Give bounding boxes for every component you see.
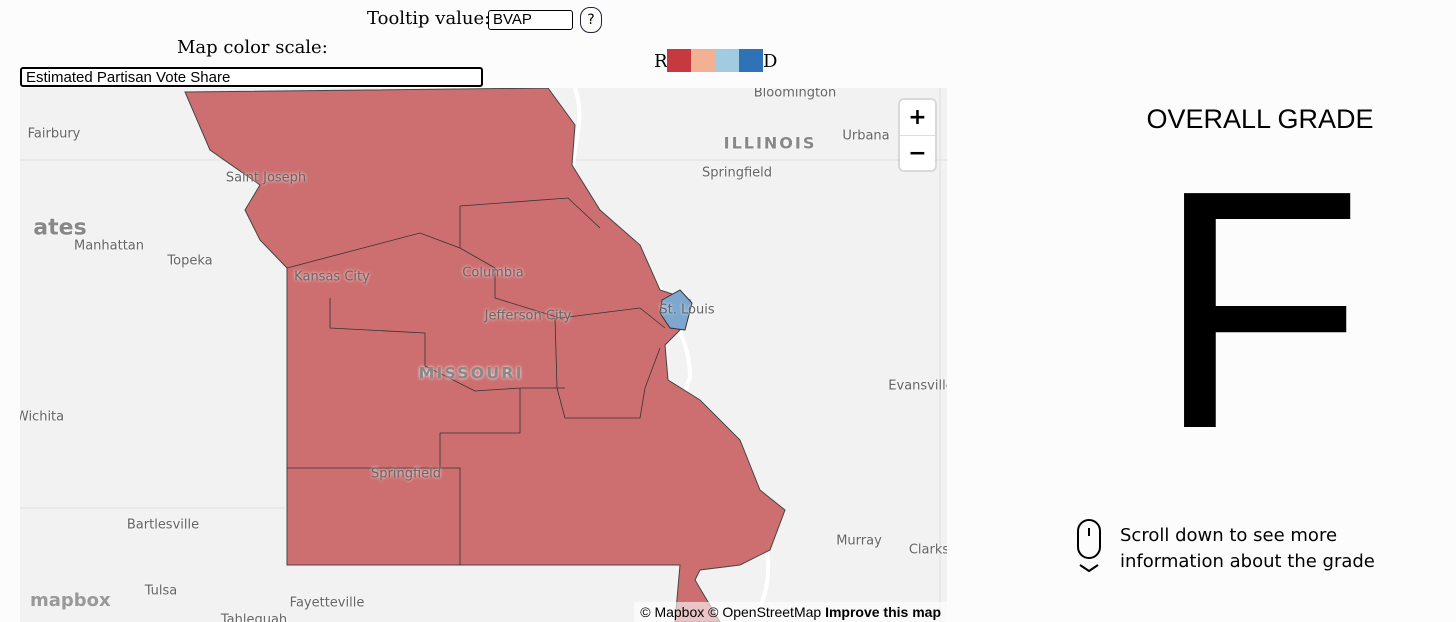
legend-swatch <box>691 49 715 72</box>
map-label: Bartlesville <box>126 517 200 533</box>
legend-swatch <box>715 49 739 72</box>
legend-left: R <box>654 51 668 72</box>
legend <box>667 49 763 72</box>
scale-label: Map color scale: <box>177 37 328 58</box>
grade-title: OVERALL GRADE <box>1146 104 1374 134</box>
map-label: Urbana <box>842 128 890 144</box>
tooltip-label: Tooltip value: <box>367 8 491 29</box>
legend-right: D <box>763 51 778 72</box>
scale-select[interactable]: Estimated Partisan Vote Share <box>20 67 483 87</box>
map-label: Murray <box>836 533 882 549</box>
tooltip-select[interactable]: BVAP <box>488 10 573 30</box>
map-label: Tulsa <box>144 583 178 599</box>
map-label: Evansville <box>888 378 947 394</box>
grade-value: F <box>1156 120 1364 500</box>
scroll-hint: Scroll down to see more information abou… <box>1120 525 1375 572</box>
map-label: ates <box>33 215 87 241</box>
map-label: Bloomington <box>753 88 837 101</box>
district-borders <box>286 197 666 565</box>
map-label: Springfield <box>701 165 773 181</box>
map-label: Wichita <box>20 409 65 425</box>
mapbox-logo[interactable]: mapbox <box>30 590 111 611</box>
help-button[interactable]: ? <box>580 7 602 33</box>
attribution: © Mapbox © OpenStreetMap Improve this ma… <box>634 602 947 622</box>
improve-link[interactable]: Improve this map <box>825 604 941 620</box>
attribution-text: © Mapbox © OpenStreetMap <box>640 604 822 620</box>
zoom-control: + − <box>900 100 935 170</box>
map-label: Tahlequah <box>220 612 288 622</box>
map-shapes <box>20 88 947 622</box>
map-label: Saint Joseph <box>225 170 307 186</box>
map-label: Clarks <box>908 542 947 558</box>
legend-swatch <box>667 49 691 72</box>
map-label: Manhattan <box>73 238 145 254</box>
zoom-in[interactable]: + <box>908 105 927 130</box>
map-label: Fayetteville <box>289 595 365 611</box>
map-label: Topeka <box>167 253 213 269</box>
legend-swatch <box>739 49 763 72</box>
map-label: Columbia <box>462 265 524 281</box>
map-label: MISSOURI <box>418 363 524 383</box>
map-label: Springfield <box>370 466 442 482</box>
map-label: Kansas City <box>294 269 370 285</box>
state-districts <box>184 88 786 622</box>
map-label: Jefferson City <box>484 308 572 324</box>
map[interactable]: Bloomington ILLINOIS Urbana Fairbury Springf… <box>20 88 947 622</box>
map-label: ILLINOIS <box>723 133 817 153</box>
map-label: St. Louis <box>659 302 715 318</box>
mouse-icon <box>1077 519 1101 573</box>
st-louis-district <box>659 289 693 331</box>
map-label: Fairbury <box>27 126 81 142</box>
zoom-out[interactable]: − <box>900 135 935 171</box>
